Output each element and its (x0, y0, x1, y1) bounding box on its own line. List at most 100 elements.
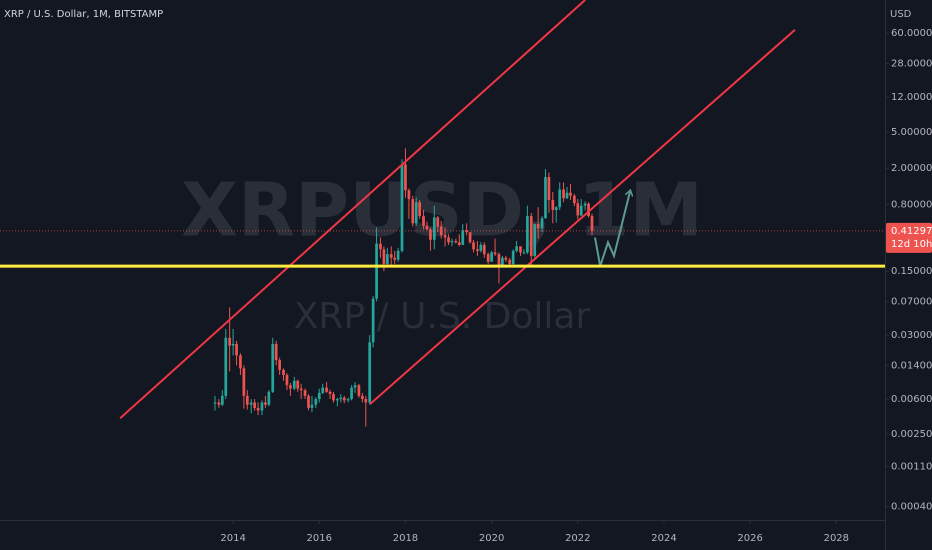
x-tick-label: 2026 (737, 533, 762, 544)
candle-body (274, 343, 278, 361)
candle-body (468, 232, 472, 243)
candle-body (296, 380, 300, 389)
candle-body (245, 395, 249, 405)
watermark-subtitle: XRP / U.S. Dollar (294, 296, 591, 337)
x-tick-label: 2018 (393, 533, 418, 544)
candle-body (490, 252, 493, 262)
candle-body (429, 229, 432, 240)
candle-body (249, 402, 253, 405)
candle-body (432, 217, 436, 240)
price-label-box (886, 222, 932, 253)
candle-body (501, 257, 504, 267)
currency-label: USD (890, 9, 912, 20)
y-tick-label: 0.03000 (891, 330, 932, 341)
candle-body (353, 385, 357, 388)
candle-body (411, 199, 415, 224)
candle-body (400, 164, 404, 251)
candle-body (457, 242, 461, 245)
y-tick-label: 0.07000 (891, 296, 932, 307)
candle-body (486, 254, 490, 262)
y-tick-label: 0.00040 (891, 502, 932, 513)
candle-body (511, 250, 515, 264)
candle-body (231, 343, 235, 346)
candle-body (393, 257, 397, 260)
candle-body (515, 246, 518, 251)
candle-body (228, 337, 232, 346)
y-tick-label: 0.00110 (891, 461, 932, 472)
candle-body (303, 390, 307, 396)
countdown-label: 12d 10h (891, 239, 932, 250)
candle-body (508, 259, 512, 264)
candle-body (382, 249, 386, 264)
candle-body (307, 395, 310, 408)
candle-body (472, 242, 475, 250)
candle-body (235, 343, 238, 356)
x-tick-label: 2028 (824, 533, 849, 544)
candle-body (271, 343, 275, 392)
candle-body (493, 252, 497, 255)
candle-body (282, 369, 285, 375)
candle-body (396, 250, 400, 260)
candle-body (569, 192, 572, 196)
candle-body (379, 243, 382, 250)
candle-body (526, 216, 529, 253)
candle-body (544, 177, 547, 219)
candle-body (321, 387, 325, 393)
candle-body (551, 199, 555, 210)
x-tick-label: 2022 (565, 533, 590, 544)
candle-body (217, 402, 221, 405)
candle-body (540, 218, 544, 229)
candle-body (547, 177, 551, 200)
watermark: XRPUSD, 1M (181, 168, 703, 254)
candle-body (325, 387, 328, 392)
candle-body (336, 399, 339, 401)
candle-body (239, 355, 242, 369)
y-tick-label: 12.00000 (891, 92, 932, 103)
candle-body (587, 203, 590, 217)
candle-body (339, 397, 343, 400)
candle-body (361, 395, 364, 400)
candle-body (314, 399, 318, 405)
candle-body (576, 203, 580, 216)
candle-body (414, 202, 418, 224)
candle-body (371, 298, 375, 343)
y-tick-label: 2.00000 (891, 163, 932, 174)
candle-body (278, 360, 281, 370)
candle-body (425, 225, 429, 230)
candle-body (242, 368, 246, 396)
candle-body (536, 224, 540, 229)
candle-body (317, 392, 321, 400)
candle-body (579, 205, 583, 216)
candle-body (590, 216, 594, 231)
candle-body (267, 391, 271, 405)
y-tick-label: 5.00000 (891, 127, 932, 138)
candle-body (533, 224, 537, 256)
candle-body (332, 394, 335, 401)
plot-area (119, 0, 796, 427)
candle-body (554, 207, 558, 210)
trend-line (119, 0, 586, 419)
candle-body (558, 189, 562, 208)
candle-body (375, 243, 378, 299)
candle-body (299, 388, 303, 391)
candle-body (220, 395, 224, 405)
candle-body (364, 399, 368, 403)
y-tick-label: 0.01400 (891, 360, 932, 371)
candle-body (404, 164, 407, 191)
candle-body (357, 385, 361, 396)
y-tick-label: 0.00600 (891, 394, 932, 405)
candle-body (253, 402, 256, 408)
trend-line (369, 29, 796, 405)
candle-body (422, 216, 425, 226)
candle-body (450, 241, 454, 243)
candle-body (504, 257, 508, 260)
candle-body (350, 387, 353, 400)
y-tick-label: 28.00000 (891, 58, 932, 69)
candle-body (310, 404, 314, 408)
candle-body (342, 397, 346, 401)
candle-body (454, 241, 458, 243)
candle-body (389, 254, 393, 258)
